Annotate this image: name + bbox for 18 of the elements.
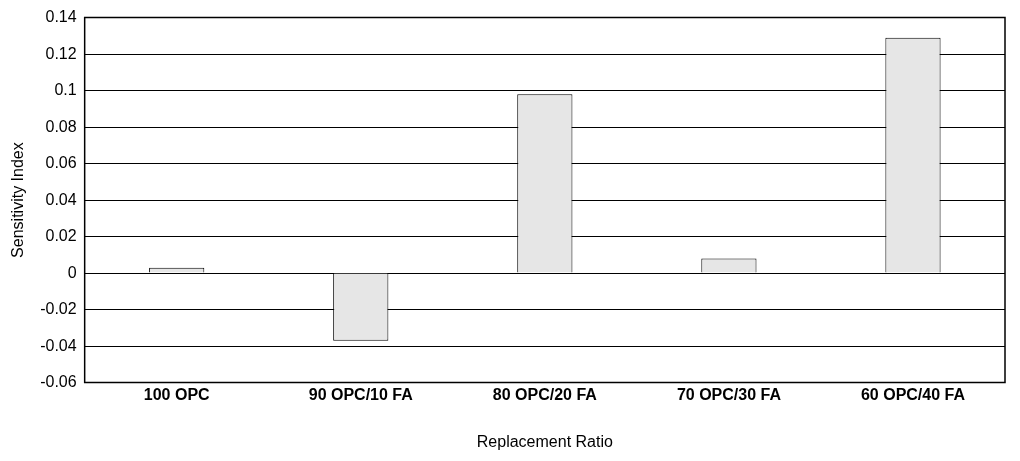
x-tick-label: 100 OPC [143, 385, 211, 403]
y-tick-label: -0.06 [40, 373, 77, 391]
y-tick-label: 0.12 [45, 44, 77, 62]
y-tick-label: 0.04 [45, 190, 77, 208]
x-tick-label: 90 OPC/10 FA [308, 385, 414, 403]
y-tick-label: 0.08 [45, 117, 77, 135]
y-tick-label: 0.02 [45, 227, 77, 245]
x-tick-label: 60 OPC/40 FA [860, 385, 966, 403]
y-tick-label: 0.06 [45, 154, 77, 172]
y-tick-label: 0 [67, 263, 77, 281]
x-axis-title: Replacement Ratio [476, 432, 613, 450]
y-axis-title: Sensitivity Index [9, 142, 27, 258]
y-tick-label: -0.02 [40, 300, 77, 318]
x-tick-label: 80 OPC/20 FA [492, 385, 598, 403]
y-tick-label: -0.04 [40, 336, 77, 354]
y-tick-label: 0.14 [45, 8, 77, 26]
x-tick-label: 70 OPC/30 FA [676, 385, 782, 403]
y-tick-label: 0.1 [54, 81, 77, 99]
